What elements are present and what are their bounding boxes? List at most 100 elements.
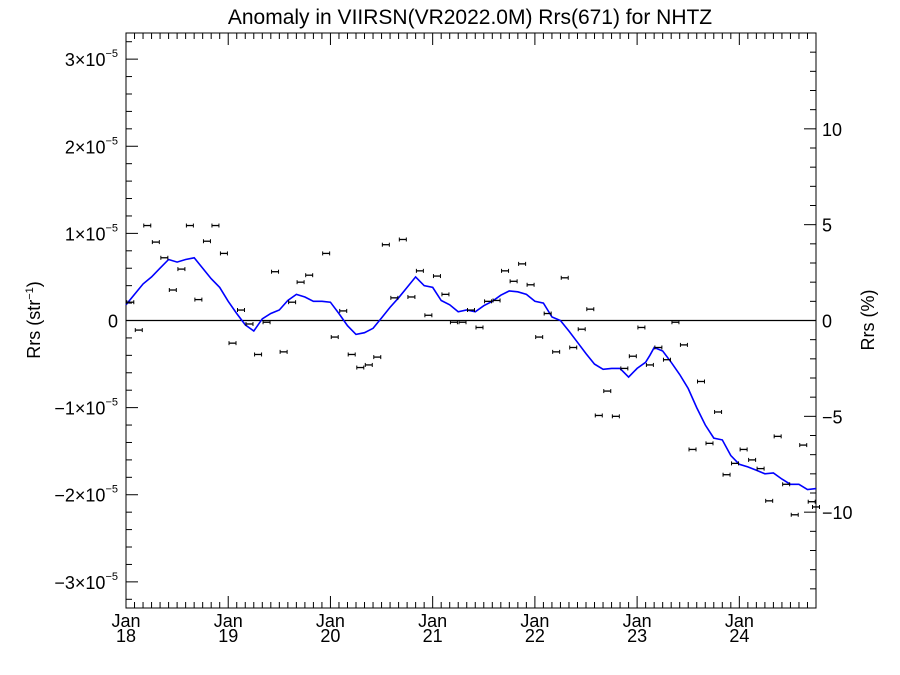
data-point	[679, 342, 688, 347]
data-point	[535, 335, 544, 340]
data-point	[569, 345, 578, 350]
data-point	[296, 280, 305, 285]
data-point	[228, 341, 237, 346]
data-point	[697, 379, 705, 384]
data-point	[807, 499, 816, 504]
data-point	[305, 273, 314, 278]
data-point	[330, 335, 339, 340]
data-point	[177, 267, 186, 272]
data-point	[407, 294, 416, 299]
data-point	[654, 345, 663, 350]
y-tick-label: −3×10−5	[54, 571, 118, 593]
data-point	[731, 461, 740, 466]
data-point	[279, 349, 288, 354]
data-point	[722, 472, 731, 477]
data-point	[364, 362, 373, 367]
data-point	[398, 237, 407, 242]
data-point	[151, 240, 160, 245]
data-point	[484, 299, 493, 304]
data-point	[271, 269, 280, 274]
data-point	[356, 365, 365, 370]
data-point	[543, 311, 552, 316]
data-point	[185, 223, 194, 228]
data-point	[560, 275, 569, 280]
smoothed-anomaly-series	[125, 256, 817, 491]
data-point	[245, 321, 254, 326]
y-tick-label: 2×10−5	[65, 135, 118, 157]
right-y-axis: 10 5 0 −5 −10	[804, 51, 853, 590]
data-point	[799, 443, 808, 448]
data-point	[449, 320, 458, 325]
x-tick-label-year: 19	[218, 626, 238, 646]
data-point	[671, 320, 680, 325]
x-tick-label-month: Jan	[111, 611, 140, 631]
data-point	[748, 457, 757, 462]
data-point	[756, 466, 765, 471]
x-tick-label-month: Jan	[623, 611, 652, 631]
data-point	[322, 251, 331, 256]
y-right-tick-label: 10	[822, 120, 842, 140]
data-point	[288, 300, 297, 305]
data-point	[458, 320, 467, 325]
data-point	[381, 242, 390, 247]
data-point	[143, 223, 152, 228]
data-point	[424, 313, 433, 318]
data-point	[211, 223, 220, 228]
data-point	[782, 482, 791, 487]
data-point	[168, 288, 177, 293]
y-tick-label: 3×10−5	[65, 48, 118, 70]
data-point	[594, 413, 603, 418]
data-point	[194, 297, 203, 302]
data-point	[645, 362, 654, 367]
y-right-tick-label: 5	[822, 216, 832, 236]
data-point	[765, 498, 774, 503]
data-point	[518, 261, 527, 266]
data-point	[688, 447, 697, 452]
x-tick-label-month: Jan	[725, 611, 754, 631]
data-point	[552, 349, 561, 354]
data-point	[509, 279, 518, 284]
x-tick-label-year: 24	[729, 626, 749, 646]
x-tick-label-month: Jan	[418, 611, 447, 631]
y-tick-label: −1×10−5	[54, 397, 118, 419]
data-point	[637, 325, 646, 330]
y-right-tick-label: −10	[822, 503, 853, 523]
data-point	[254, 352, 263, 357]
data-point	[237, 308, 245, 313]
data-point	[432, 274, 441, 279]
data-point	[790, 512, 799, 517]
y-tick-label: −2×10−5	[54, 484, 118, 506]
data-point	[347, 352, 356, 357]
x-tick-label-year: 23	[627, 626, 647, 646]
data-point	[526, 282, 535, 287]
x-tick-label-month: Jan	[520, 611, 549, 631]
data-point	[705, 441, 714, 446]
data-point	[501, 268, 510, 273]
y-right-tick-label: −5	[822, 407, 843, 427]
y-tick-label: 1×10−5	[65, 222, 118, 244]
x-tick-label-month: Jan	[316, 611, 345, 631]
data-point	[628, 354, 637, 359]
data-point	[662, 357, 671, 362]
data-point	[773, 434, 782, 439]
left-y-axis: 3×10−5 2×10−5 1×10−5 0 −1×10−5 −2×10−5 −3×10−5	[54, 41, 138, 600]
data-point	[219, 251, 228, 256]
data-point	[160, 255, 169, 260]
x-tick-label-year: 18	[116, 626, 136, 646]
data-point	[339, 308, 348, 313]
left-axis-label: Rrs (str−1)	[24, 281, 44, 359]
chart-title: Anomaly in VIIRSN(VR2022.0M) Rrs(671) fo…	[228, 6, 712, 29]
x-tick-label-year: 21	[423, 626, 443, 646]
monthly-anomaly-points	[126, 223, 820, 517]
data-point	[467, 308, 475, 313]
x-tick-label-year: 22	[525, 626, 545, 646]
x-tick-label-year: 20	[320, 626, 340, 646]
right-axis-label: Rrs (%)	[858, 290, 878, 351]
data-point	[577, 327, 586, 332]
data-point	[441, 292, 450, 297]
data-point	[373, 355, 382, 360]
data-point	[262, 320, 271, 325]
x-tick-label-month: Jan	[214, 611, 243, 631]
